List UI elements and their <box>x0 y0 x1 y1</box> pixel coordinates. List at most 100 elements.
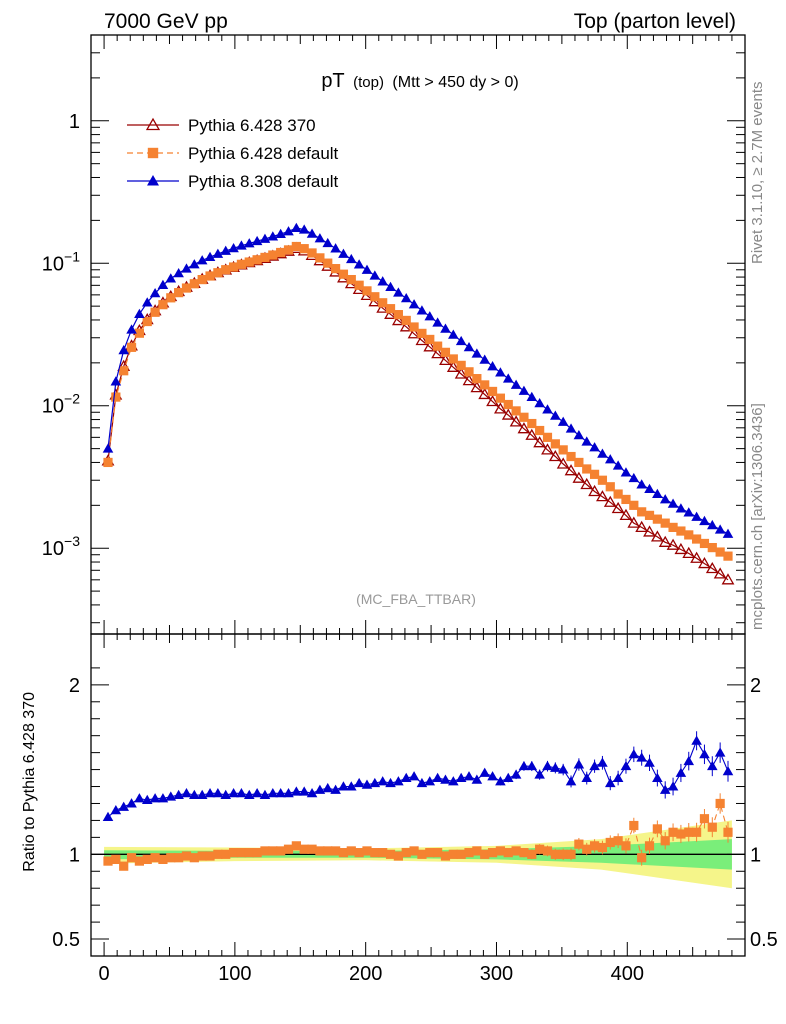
main-data-point <box>448 329 459 339</box>
main-data-point <box>470 381 484 393</box>
ratio-data-point <box>252 848 262 858</box>
ratio-data-point <box>604 777 616 788</box>
main-data-point <box>401 315 411 326</box>
main-data-point <box>432 317 443 327</box>
ratio-data-point <box>456 849 466 859</box>
legend: Pythia 6.428 370 Pythia 6.428 default Pyth… <box>127 116 339 191</box>
ratio-data-point <box>652 824 662 834</box>
main-data-point <box>557 416 569 426</box>
ratio-data-point <box>251 788 263 798</box>
main-data-point <box>635 520 649 533</box>
ratio-data-point <box>276 846 286 856</box>
ratio-data-point <box>597 757 608 767</box>
ratio-data-point <box>487 848 498 858</box>
ratio-data-point <box>220 789 232 799</box>
y-tick-label: 10−2 <box>42 391 80 418</box>
main-data-point <box>548 449 562 462</box>
main-data-point <box>306 228 318 238</box>
main-data-point <box>141 297 153 307</box>
x-tick-label: 300 <box>480 963 513 985</box>
main-data-point <box>111 392 121 402</box>
main-data-point <box>205 271 215 281</box>
main-data-point <box>707 543 717 553</box>
main-data-point <box>448 354 458 364</box>
main-data-point <box>103 457 113 468</box>
main-data-point <box>259 233 271 243</box>
main-data-point <box>189 259 200 269</box>
ratio-y-tick-label-right: 1 <box>750 844 761 866</box>
ratio-data-point <box>464 848 474 858</box>
main-data-point <box>407 327 421 339</box>
ratio-data-point <box>636 752 647 762</box>
ratio-data-point <box>480 849 490 859</box>
main-data-point <box>370 292 380 302</box>
main-data-point <box>705 561 719 574</box>
ratio-data-point <box>189 789 200 799</box>
main-data-point <box>454 367 468 379</box>
main-data-point <box>597 448 608 458</box>
main-data-point <box>158 300 168 310</box>
main-data-point <box>589 469 600 479</box>
main-data-point <box>472 374 482 384</box>
ratio-data-point <box>409 846 419 856</box>
main-plot: 1 10−1 10−2 10−3 pT (top) (Mtt > 450 dy > 0… <box>42 34 746 635</box>
ratio-data-point <box>393 776 404 786</box>
main-data-point <box>415 333 429 346</box>
ratio-data-point <box>283 844 294 854</box>
main-data-point <box>275 228 286 239</box>
x-tick-label: 400 <box>611 963 644 985</box>
main-data-point <box>362 286 372 296</box>
main-data-point <box>228 262 239 272</box>
legend-marker <box>145 117 161 131</box>
ratio-data-point <box>652 772 663 783</box>
main-data-point <box>572 471 586 483</box>
main-data-point <box>338 248 349 258</box>
main-data-point <box>221 265 231 275</box>
main-data-point <box>533 436 547 448</box>
ratio-data-point <box>307 844 317 854</box>
ratio-data-point <box>416 777 428 788</box>
main-data-point <box>338 269 349 279</box>
main-data-point <box>181 263 192 273</box>
ratio-data-point <box>518 760 530 771</box>
main-data-point <box>556 457 570 469</box>
main-data-point <box>134 308 145 319</box>
ratio-data-point <box>298 786 310 796</box>
ratio-data-point <box>346 846 356 856</box>
main-data-point <box>565 423 577 433</box>
main-data-point <box>612 460 624 470</box>
ratio-data-point <box>244 848 254 858</box>
main-data-point <box>683 507 695 517</box>
main-data-point <box>408 299 420 309</box>
main-data-point <box>425 334 435 345</box>
ratio-data-point <box>659 784 671 794</box>
ratio-data-point <box>668 827 678 837</box>
main-data-point <box>291 241 301 252</box>
ratio-data-point <box>503 848 513 858</box>
ratio-data-point <box>110 804 122 815</box>
main-data-point <box>283 226 294 236</box>
main-data-point <box>369 270 381 280</box>
ratio-data-point <box>314 784 326 794</box>
ratio-data-point <box>236 848 247 858</box>
ratio-data-point <box>181 788 192 798</box>
ratio-data-point <box>165 791 177 801</box>
ratio-y-tick-label: 1 <box>69 844 80 866</box>
main-data-point <box>619 508 633 521</box>
main-data-point <box>353 259 365 269</box>
y-tick-label: 1 <box>69 111 80 133</box>
main-data-point <box>707 519 718 530</box>
main-data-point <box>423 340 437 352</box>
main-data-point <box>644 510 655 520</box>
main-data-point <box>174 288 184 298</box>
main-data-point <box>267 231 279 241</box>
main-data-point <box>582 464 592 474</box>
main-data-point <box>501 408 515 420</box>
ratio-data-point <box>573 759 585 769</box>
ratio-data-point <box>715 798 725 809</box>
ratio-data-point <box>582 844 592 854</box>
main-data-point <box>455 335 467 346</box>
ratio-data-point <box>675 767 687 777</box>
ratio-data-point <box>268 846 278 856</box>
main-data-point <box>126 324 137 334</box>
